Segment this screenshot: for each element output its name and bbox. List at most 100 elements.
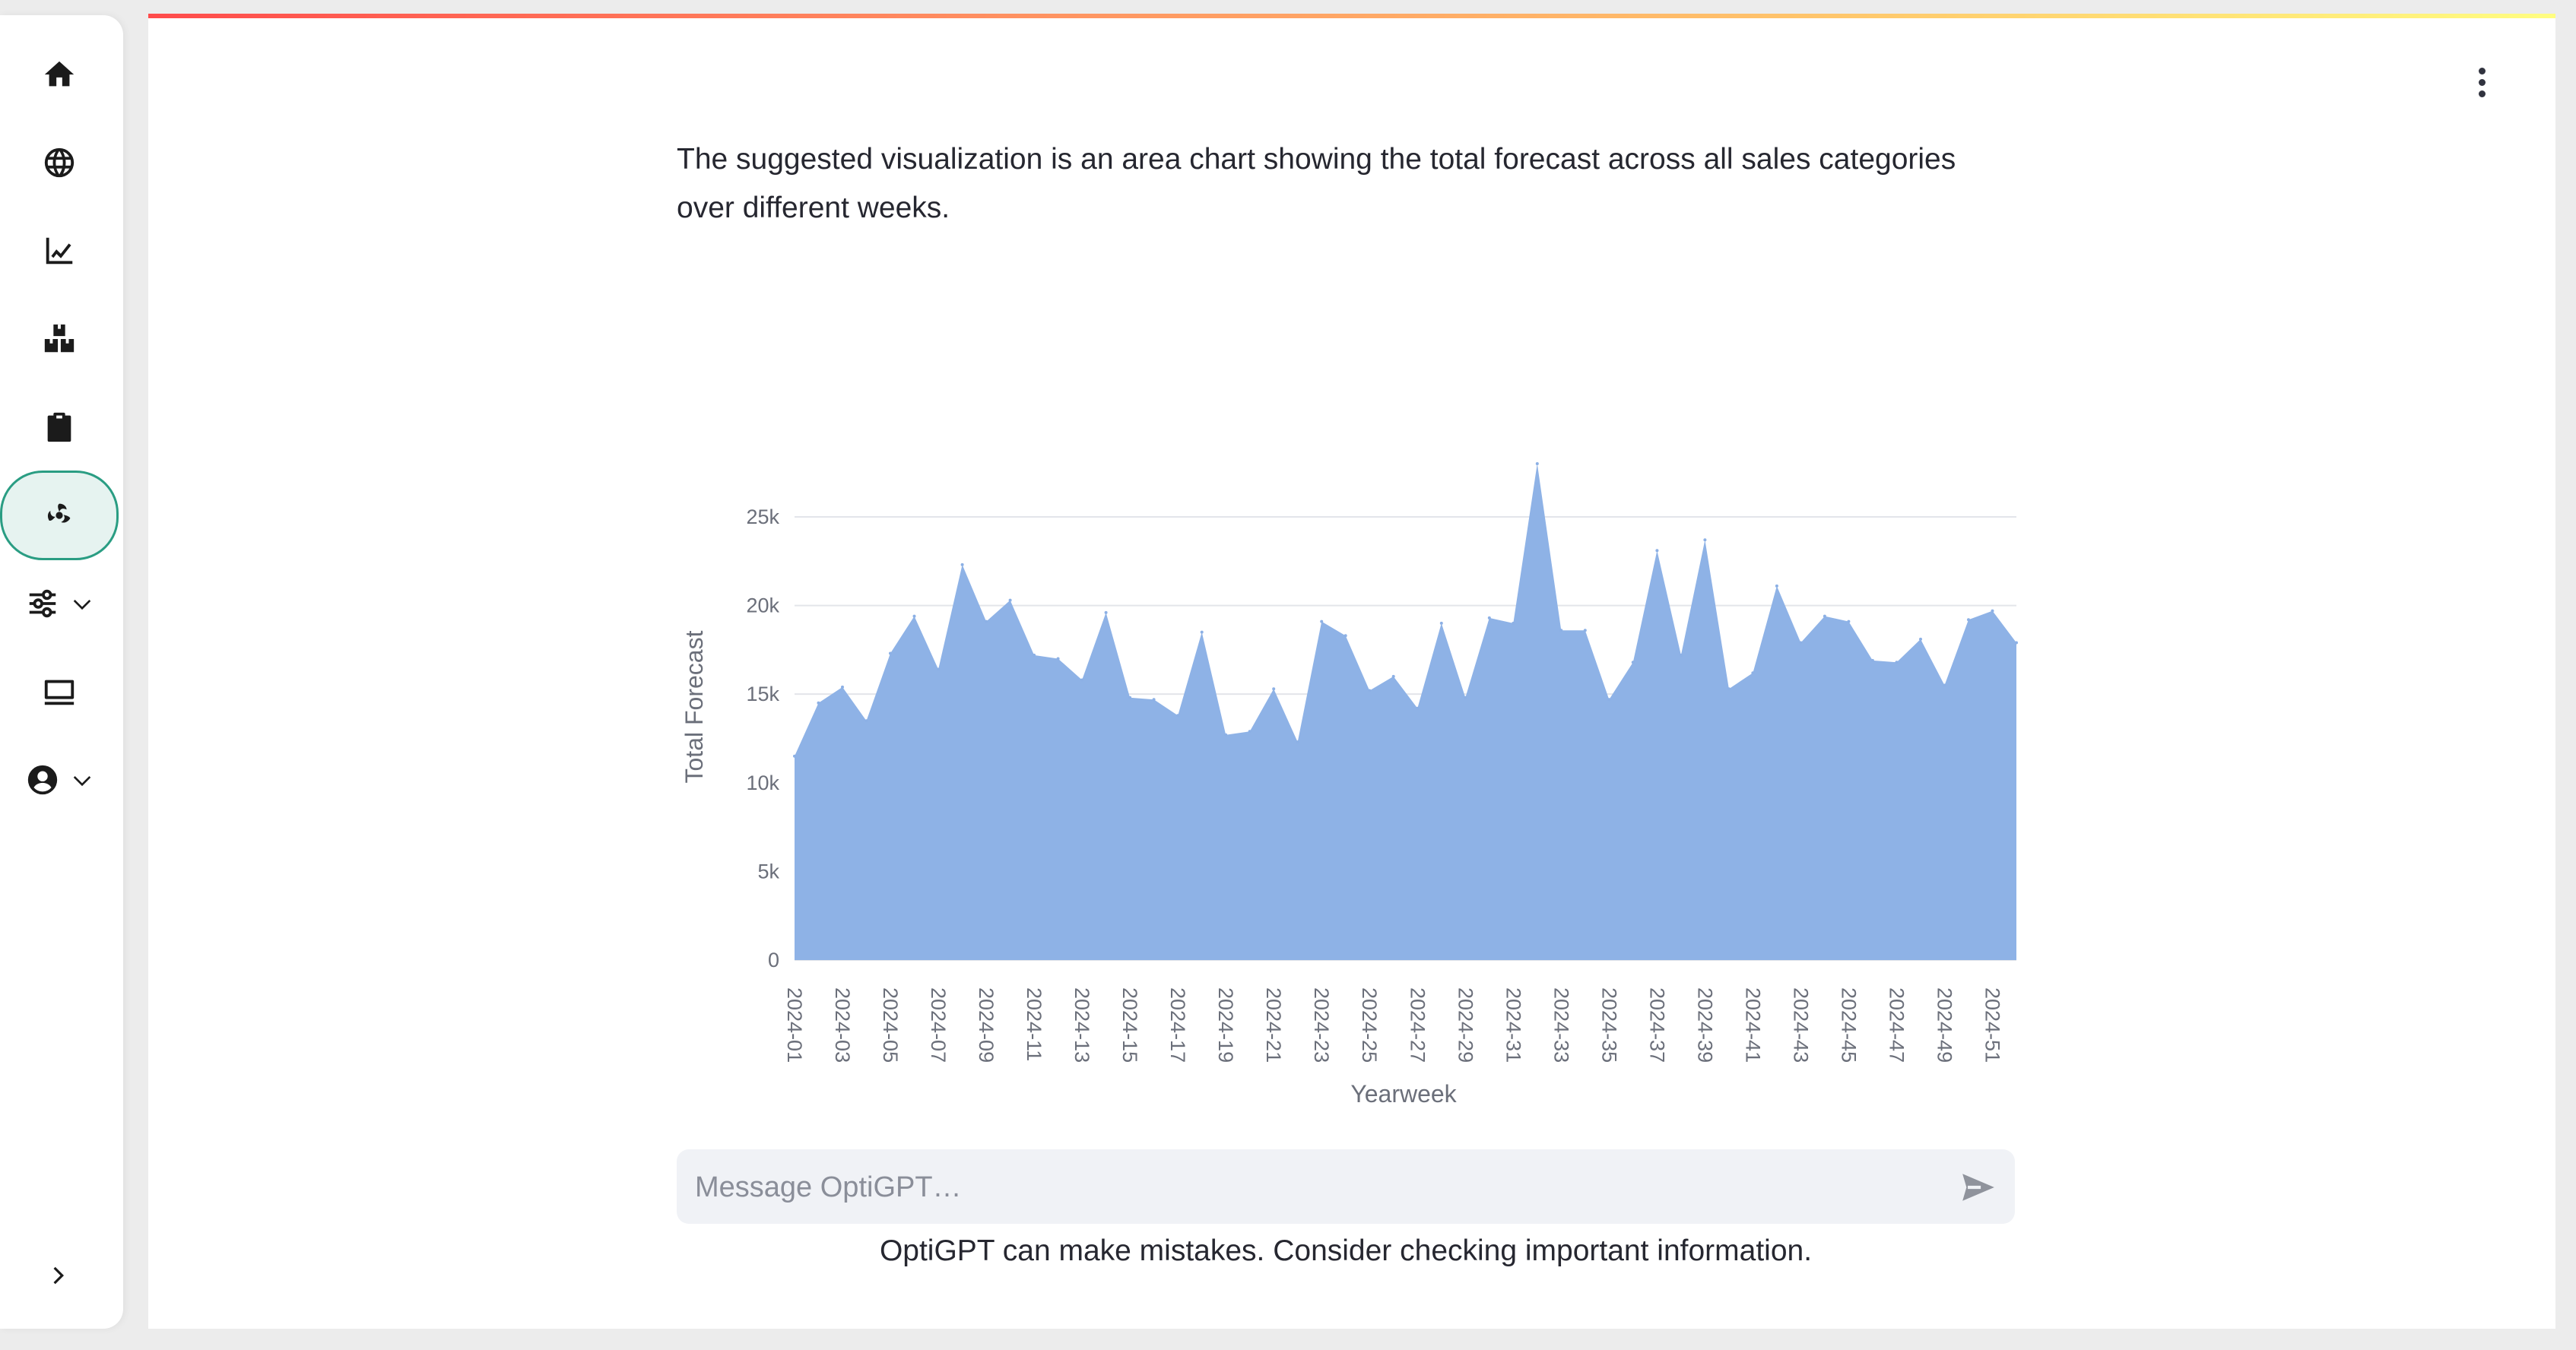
data-point [1272,687,1276,691]
send-button[interactable] [1959,1168,1998,1207]
monitor-icon [44,680,75,705]
data-point [1439,621,1443,625]
y-axis-ticks: 0 5k 10k 15k 20k 25k [746,505,779,971]
data-point [1224,733,1228,737]
data-point [1320,620,1324,623]
x-tick-label: 2024-01 [783,987,806,1063]
data-point [1967,618,1970,622]
x-tick-label: 2024-19 [1214,987,1237,1063]
data-point [1679,653,1683,657]
assistant-message-text: The suggested visualization is an area c… [677,143,1956,224]
line-chart-icon [46,237,73,265]
data-point [1033,653,1036,657]
x-tick-label: 2024-37 [1645,987,1668,1063]
data-point [1895,661,1899,664]
data-point [1056,657,1060,661]
x-tick-label: 2024-05 [879,987,902,1063]
area-series[interactable] [795,464,2016,960]
kebab-dot [2478,67,2486,74]
user-account-icon [27,765,58,795]
main-menu-button[interactable] [2463,64,2500,100]
x-tick-label: 2024-41 [1741,987,1764,1063]
home-icon [44,61,75,87]
x-tick-label: 2024-47 [1886,987,1908,1063]
data-point [1559,629,1563,632]
data-point [864,719,868,723]
data-point [1391,674,1395,678]
data-point [1464,696,1467,699]
assistant-logo-icon [47,503,71,523]
x-axis-ticks: 2024-01 2024-03 2024-05 2024-07 2024-09 2024-… [783,987,2004,1063]
y-tick-label: 10k [746,772,779,794]
x-tick-label: 2024-25 [1358,987,1381,1063]
x-tick-label: 2024-29 [1454,987,1477,1063]
sidebar-item-account[interactable] [0,736,119,824]
data-point [1631,661,1635,664]
data-point [1583,629,1587,632]
data-point [1775,584,1778,588]
area-chart: 0 5k 10k 15k 20k 25k 2024-01 2024-03 2024-05 202… [669,456,2022,1117]
y-tick-label: 20k [746,594,779,617]
boxes-icon [44,324,75,353]
chevron-right-icon [53,1266,64,1285]
data-point [1655,549,1659,553]
data-point [1607,698,1611,702]
chat-message-input[interactable] [693,1149,1943,1225]
data-point [1991,609,1994,613]
data-point [1128,696,1132,699]
sidebar-item-settings[interactable] [0,559,119,648]
data-point [1535,462,1539,465]
globe-icon [44,147,75,178]
clipboard-icon [47,412,71,442]
sidebar-item-assistant[interactable] [0,471,119,560]
data-point [1416,706,1420,710]
data-point [1512,621,1515,625]
y-tick-label: 25k [746,505,779,528]
sidebar-item-inventory[interactable] [0,295,119,383]
x-tick-label: 2024-35 [1597,987,1620,1063]
disclaimer-text: OptiGPT can make mistakes. Consider chec… [879,1234,1813,1267]
data-point [1703,538,1707,542]
data-point [793,754,796,758]
y-tick-label: 0 [768,949,779,971]
x-tick-label: 2024-51 [1981,987,2004,1063]
x-tick-label: 2024-45 [1837,987,1860,1063]
x-tick-label: 2024-27 [1406,987,1429,1063]
data-point [1176,714,1180,718]
kebab-dot [2478,90,2486,97]
data-point [1727,687,1731,691]
data-point [1296,740,1299,744]
data-point [1799,641,1803,645]
data-point [1152,698,1156,702]
data-point [937,667,941,671]
x-tick-label: 2024-39 [1693,987,1716,1063]
x-tick-label: 2024-13 [1071,987,1093,1063]
data-point [841,685,844,689]
data-point [1344,634,1347,638]
x-tick-label: 2024-15 [1118,987,1141,1063]
data-point [1008,598,1012,602]
x-tick-label: 2024-11 [1023,987,1045,1061]
sidebar [0,15,123,1329]
sidebar-item-tasks[interactable] [0,383,119,471]
sidebar-item-display[interactable] [0,648,119,736]
data-point [985,620,988,623]
data-point [1248,730,1252,734]
chevron-down-icon [73,776,91,787]
x-tick-label: 2024-43 [1789,987,1812,1063]
data-point [1104,610,1108,614]
sidebar-item-home[interactable] [0,30,119,119]
sidebar-item-globe[interactable] [0,119,119,207]
x-tick-label: 2024-21 [1262,987,1285,1063]
data-point [817,701,820,705]
x-tick-label: 2024-49 [1934,987,1956,1063]
data-point [1870,658,1874,662]
data-point [1847,620,1851,623]
sidebar-item-analytics[interactable] [0,207,119,295]
sidebar-expand-button[interactable] [0,1231,119,1320]
chevron-down-icon [73,600,91,610]
chart-area-layer [793,462,2018,960]
chat-input-container [677,1149,2015,1225]
settings-sliders-icon [29,589,56,618]
kebab-dot [2478,78,2486,86]
